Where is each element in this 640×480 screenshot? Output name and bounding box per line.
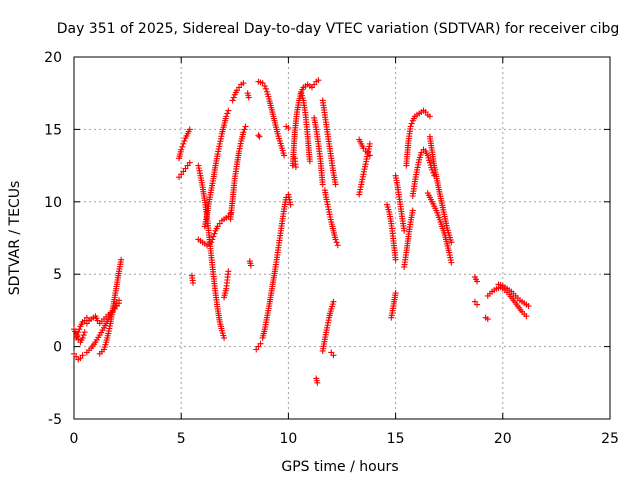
data-point	[229, 97, 236, 104]
data-point	[407, 123, 414, 130]
data-point	[179, 143, 186, 150]
data-point	[225, 268, 232, 275]
data-point	[285, 124, 292, 131]
data-point	[408, 120, 415, 127]
data-point	[240, 80, 247, 87]
data-point	[314, 379, 321, 386]
data-point	[221, 334, 228, 341]
data-point	[210, 233, 217, 240]
y-tick-label: 0	[53, 340, 62, 356]
data-point	[306, 158, 313, 165]
data-point	[366, 140, 373, 147]
data-point	[319, 181, 326, 188]
data-point	[281, 152, 288, 159]
x-tick-label: 0	[70, 431, 79, 447]
data-point	[211, 230, 218, 237]
data-point	[224, 110, 231, 117]
data-point	[247, 262, 254, 269]
data-point	[181, 137, 188, 144]
data-points	[71, 77, 532, 386]
data-point	[330, 298, 337, 305]
data-point	[79, 352, 86, 359]
data-point	[332, 181, 339, 188]
x-axis-label: GPS time / hours	[281, 459, 398, 475]
data-point	[76, 326, 83, 333]
data-point	[315, 77, 322, 84]
data-point	[448, 259, 455, 266]
data-point	[74, 332, 81, 339]
data-point	[484, 316, 491, 323]
data-point	[262, 85, 269, 92]
data-point	[223, 113, 230, 120]
data-point	[255, 132, 262, 139]
data-point	[392, 290, 399, 297]
data-point	[392, 256, 399, 263]
data-point	[523, 313, 530, 320]
data-point	[81, 329, 88, 336]
data-point	[79, 334, 86, 341]
data-point	[186, 126, 193, 133]
data-point	[230, 94, 237, 101]
data-point	[333, 239, 340, 246]
x-tick-label: 5	[177, 431, 186, 447]
x-tick-label: 25	[601, 431, 619, 447]
data-point	[474, 301, 481, 308]
data-point	[240, 129, 247, 136]
data-point	[287, 201, 294, 208]
data-point	[178, 146, 185, 153]
data-point	[256, 133, 263, 140]
data-point	[332, 236, 339, 243]
y-tick-label: 15	[44, 122, 62, 138]
data-point	[189, 279, 196, 286]
axis-ticks: 0 5 10 15 20 25 -5 0 5 10 15 20	[44, 50, 619, 447]
data-point	[474, 278, 481, 285]
y-axis-label: SDTVAR / TECUs	[7, 181, 23, 296]
plot-frame	[73, 56, 611, 420]
data-point	[261, 82, 268, 89]
data-point	[75, 329, 82, 336]
data-point	[241, 126, 248, 133]
x-tick-label: 15	[387, 431, 405, 447]
data-point	[180, 140, 187, 147]
data-point	[257, 340, 264, 347]
data-point	[225, 107, 232, 114]
data-point	[334, 242, 341, 249]
x-tick-label: 10	[279, 431, 297, 447]
x-tick-label: 20	[494, 431, 512, 447]
y-tick-label: 5	[53, 267, 62, 283]
data-point	[401, 227, 408, 234]
data-point	[186, 159, 193, 166]
data-point	[525, 303, 532, 310]
chart-title: Day 351 of 2025, Sidereal Day-to-day VTE…	[57, 21, 620, 37]
data-point	[292, 164, 299, 171]
data-point	[73, 334, 80, 341]
data-point	[245, 94, 252, 101]
y-tick-label: -5	[48, 412, 62, 428]
y-tick-label: 10	[44, 195, 62, 211]
data-point	[118, 256, 125, 263]
data-point	[426, 113, 433, 120]
data-point	[80, 332, 87, 339]
data-point	[409, 207, 416, 214]
data-point	[330, 352, 337, 359]
y-tick-label: 20	[44, 50, 62, 66]
data-point	[448, 239, 455, 246]
data-point	[116, 300, 123, 307]
grid-lines	[74, 57, 610, 419]
data-point	[242, 123, 249, 130]
